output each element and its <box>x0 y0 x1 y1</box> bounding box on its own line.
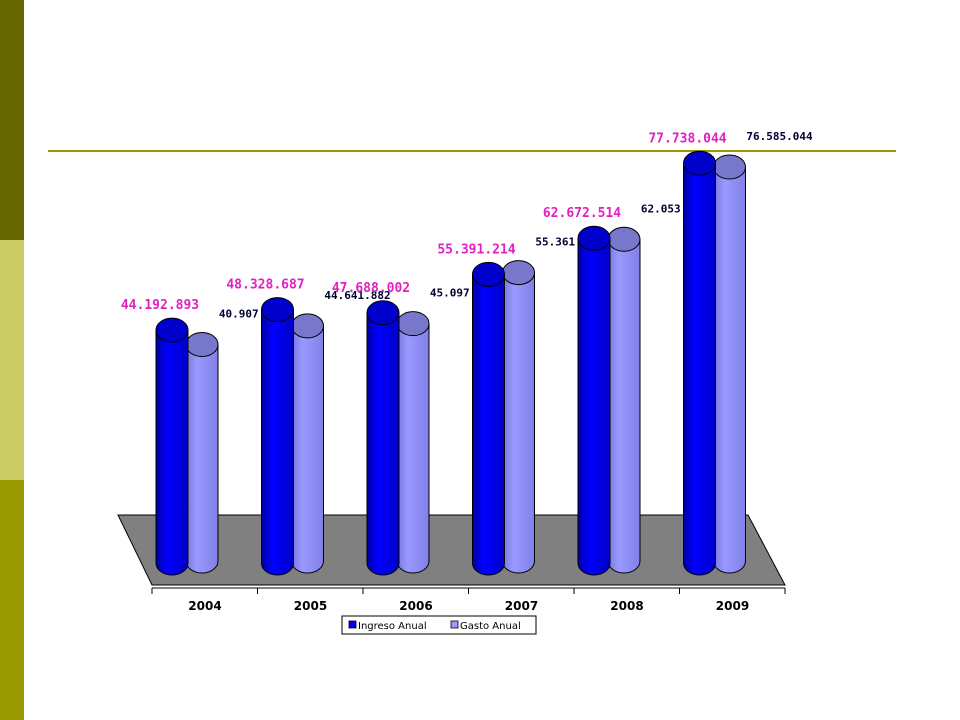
side-band-middle <box>0 240 24 480</box>
x-tick-label-2005: 2005 <box>294 599 327 613</box>
legend-swatch-gasto <box>450 620 459 629</box>
x-axis: 2004 2005 2006 2007 2008 2009 <box>151 587 786 613</box>
value-label-ingreso-2008: 62.672.514 <box>543 206 621 221</box>
legend: Ingreso Anual Gasto Anual <box>341 615 537 635</box>
legend-swatch-ingreso <box>348 620 357 629</box>
accent-line <box>48 150 896 152</box>
value-label-gasto-2009: 76.585.044 <box>746 130 813 143</box>
x-tick-label-2009: 2009 <box>716 599 749 613</box>
x-tick-label-2008: 2008 <box>610 599 643 613</box>
value-label-ingreso-2006: 47.688.002 <box>332 281 410 296</box>
bar-gasto-2008 <box>607 226 641 574</box>
bar-ingreso-2008 <box>577 225 611 576</box>
value-label-ingreso-2009: 77.738.044 <box>648 131 726 146</box>
bar-gasto-2009 <box>713 154 746 574</box>
legend-box <box>341 615 537 635</box>
bar-ingreso-2007 <box>472 261 505 576</box>
bar-ingreso-2006 <box>366 300 400 576</box>
bar-gasto-2006 <box>396 311 430 574</box>
legend-label-ingreso: Ingreso Anual <box>358 621 427 632</box>
value-label-gasto-2005: 44.641.882 <box>324 289 390 302</box>
bar-ingreso-2009 <box>683 150 716 576</box>
x-tick-label-2004: 2004 <box>188 599 221 613</box>
x-tick-label-2007: 2007 <box>505 599 538 613</box>
bar-gasto-2007 <box>502 260 535 574</box>
x-tick-label-2006: 2006 <box>399 599 432 613</box>
bar-gasto-2004 <box>185 331 219 574</box>
legend-label-gasto: Gasto Anual <box>460 621 521 632</box>
value-label-ingreso-2007: 55.391.214 <box>437 242 515 257</box>
bar-ingreso-2004 <box>155 317 189 576</box>
value-label-ingreso-2005: 48.328.687 <box>226 278 304 293</box>
bar-gasto-2005 <box>291 313 324 574</box>
side-band-top <box>0 0 24 240</box>
bar-ingreso-2005 <box>261 297 294 576</box>
side-band-bottom <box>0 480 24 720</box>
value-label-ingreso-2004: 44.192.893 <box>121 298 199 313</box>
